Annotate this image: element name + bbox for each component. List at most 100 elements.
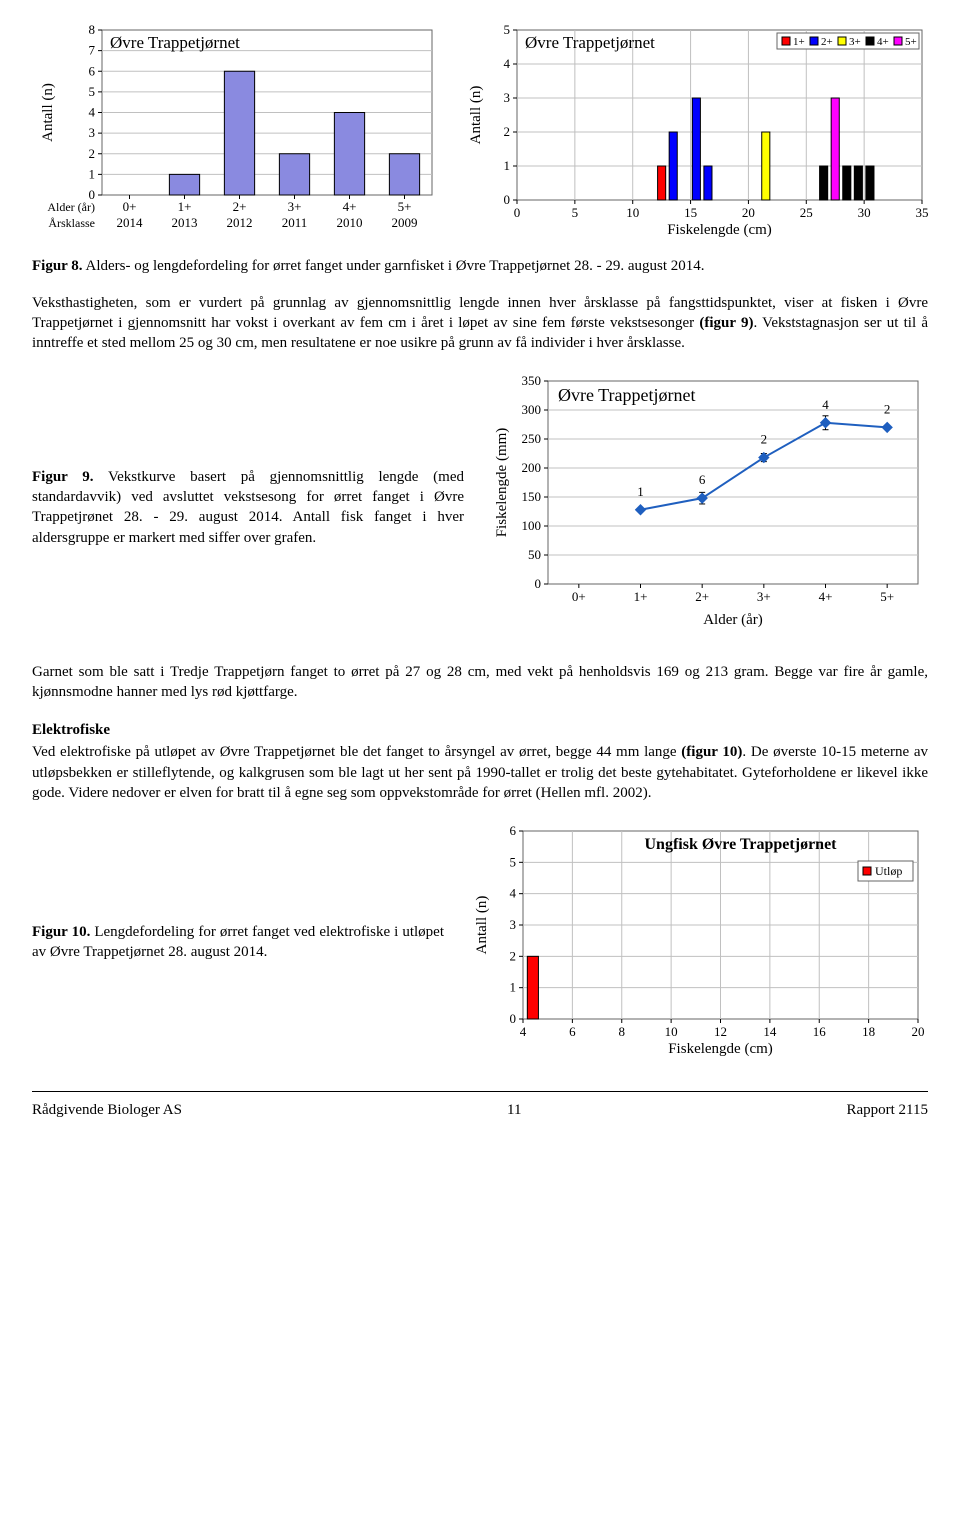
svg-text:12: 12	[714, 1024, 727, 1039]
paragraph-elektrofiske: Ved elektrofiske på utløpet av Øvre Trap…	[32, 742, 928, 803]
svg-text:0: 0	[535, 576, 542, 591]
svg-text:250: 250	[522, 431, 542, 446]
svg-text:Øvre Trappetjørnet: Øvre Trappetjørnet	[525, 33, 655, 52]
svg-text:2: 2	[884, 402, 891, 417]
svg-text:Antall (n): Antall (n)	[40, 83, 56, 142]
svg-text:2+: 2+	[821, 36, 833, 48]
svg-text:2011: 2011	[282, 215, 308, 230]
svg-text:1+: 1+	[634, 589, 648, 604]
svg-text:4: 4	[510, 886, 517, 901]
svg-text:1+: 1+	[793, 36, 805, 48]
footer-left: Rådgivende Biologer AS	[32, 1100, 182, 1120]
chart2-container: 01234505101520253035Fiskelengde (cm)Anta…	[462, 20, 932, 246]
svg-text:10: 10	[626, 205, 639, 220]
svg-text:5+: 5+	[905, 36, 917, 48]
svg-text:2+: 2+	[695, 589, 709, 604]
svg-text:1: 1	[89, 166, 96, 181]
svg-text:5+: 5+	[880, 589, 894, 604]
svg-text:6: 6	[510, 823, 517, 838]
svg-text:2009: 2009	[392, 215, 418, 230]
heading-elektrofiske: Elektrofiske	[32, 720, 928, 740]
svg-text:Øvre Trappetjørnet: Øvre Trappetjørnet	[558, 385, 695, 405]
paragraph-veksthastighet: Veksthastigheten, som er vurdert på grun…	[32, 293, 928, 354]
figure9-caption: Figur 9. Vekstkurve basert på gjennomsni…	[32, 467, 464, 548]
paragraph-garnet: Garnet som ble satt i Tredje Trappetjørn…	[32, 662, 928, 703]
svg-text:0+: 0+	[572, 589, 586, 604]
svg-text:3: 3	[504, 90, 511, 105]
svg-text:16: 16	[813, 1024, 827, 1039]
svg-text:50: 50	[528, 547, 541, 562]
svg-text:Fiskelengde (mm): Fiskelengde (mm)	[494, 428, 510, 538]
svg-text:20: 20	[742, 205, 755, 220]
svg-text:1: 1	[504, 158, 511, 173]
svg-text:8: 8	[619, 1024, 626, 1039]
svg-text:1: 1	[510, 980, 517, 995]
svg-text:3+: 3+	[288, 199, 302, 214]
svg-text:350: 350	[522, 373, 542, 388]
chart1-container: 012345678Antall (n)0+20141+20132+20123+2…	[32, 20, 442, 246]
svg-text:20: 20	[912, 1024, 925, 1039]
svg-text:2: 2	[761, 432, 768, 447]
svg-text:35: 35	[916, 205, 929, 220]
figure9-row: Figur 9. Vekstkurve basert på gjennomsni…	[32, 369, 928, 645]
svg-text:3: 3	[510, 917, 517, 932]
figure9-caption-text: Vekstkurve basert på gjennomsnittlig len…	[32, 469, 464, 546]
svg-text:3+: 3+	[757, 589, 771, 604]
svg-text:0: 0	[514, 205, 521, 220]
svg-text:14: 14	[763, 1024, 777, 1039]
top-chart-row: 012345678Antall (n)0+20141+20132+20123+2…	[32, 20, 928, 246]
figure8-caption-text: Alders- og lengdefordeling for ørret fan…	[86, 258, 705, 274]
svg-text:3+: 3+	[849, 36, 861, 48]
svg-text:2010: 2010	[337, 215, 363, 230]
svg-text:1+: 1+	[178, 199, 192, 214]
svg-text:25: 25	[800, 205, 813, 220]
svg-text:2: 2	[510, 948, 517, 963]
svg-text:Ungfisk Øvre Trappetjørnet: Ungfisk Øvre Trappetjørnet	[645, 836, 838, 853]
chart1-svg: 012345678Antall (n)0+20141+20132+20123+2…	[32, 20, 442, 240]
svg-text:Fiskelengde (cm): Fiskelengde (cm)	[667, 222, 772, 238]
svg-text:2013: 2013	[172, 215, 198, 230]
svg-text:18: 18	[862, 1024, 875, 1039]
svg-text:4: 4	[822, 397, 829, 412]
svg-text:Alder (år): Alder (år)	[703, 612, 763, 628]
svg-text:2012: 2012	[227, 215, 253, 230]
svg-text:Utløp: Utløp	[875, 864, 902, 878]
svg-text:4+: 4+	[343, 199, 357, 214]
svg-text:15: 15	[684, 205, 697, 220]
svg-text:Årsklasse: Årsklasse	[48, 216, 95, 230]
svg-text:4+: 4+	[819, 589, 833, 604]
svg-text:100: 100	[522, 518, 542, 533]
svg-text:0: 0	[504, 192, 511, 207]
svg-text:5: 5	[572, 205, 579, 220]
svg-text:Antall (n): Antall (n)	[468, 86, 484, 145]
svg-text:2: 2	[89, 146, 96, 161]
svg-text:Alder (år): Alder (år)	[47, 200, 95, 214]
footer-rule	[32, 1091, 928, 1092]
svg-text:4: 4	[520, 1024, 527, 1039]
figure10-caption: Figur 10. Lengdefordeling for ørret fang…	[32, 922, 444, 963]
chart3-svg: 0501001502002503003500+1+2+3+4+5+Alder (…	[488, 369, 928, 639]
svg-text:Øvre Trappetjørnet: Øvre Trappetjørnet	[110, 33, 240, 52]
footer-page-number: 11	[507, 1100, 521, 1120]
svg-text:0: 0	[510, 1011, 517, 1026]
svg-text:Fiskelengde (cm): Fiskelengde (cm)	[668, 1041, 773, 1057]
svg-text:5: 5	[510, 854, 517, 869]
svg-text:4: 4	[89, 105, 96, 120]
chart2-svg: 01234505101520253035Fiskelengde (cm)Anta…	[462, 20, 932, 240]
svg-text:300: 300	[522, 402, 542, 417]
figure10-row: Figur 10. Lengdefordeling for ørret fang…	[32, 819, 928, 1065]
svg-text:6: 6	[699, 472, 706, 487]
chart4-svg: 0123456468101214161820Fiskelengde (cm)An…	[468, 819, 928, 1059]
figure10-caption-text: Lengdefordeling for ørret fanget ved ele…	[32, 924, 444, 960]
svg-text:2014: 2014	[117, 215, 144, 230]
svg-text:5: 5	[89, 84, 96, 99]
footer-right: Rapport 2115	[846, 1100, 928, 1120]
svg-text:3: 3	[89, 125, 96, 140]
svg-text:4: 4	[504, 56, 511, 71]
figure8-caption: Figur 8. Alders- og lengdefordeling for …	[32, 256, 928, 276]
svg-text:2: 2	[504, 124, 511, 139]
svg-text:5+: 5+	[398, 199, 412, 214]
svg-text:30: 30	[858, 205, 871, 220]
svg-text:150: 150	[522, 489, 542, 504]
svg-text:4+: 4+	[877, 36, 889, 48]
